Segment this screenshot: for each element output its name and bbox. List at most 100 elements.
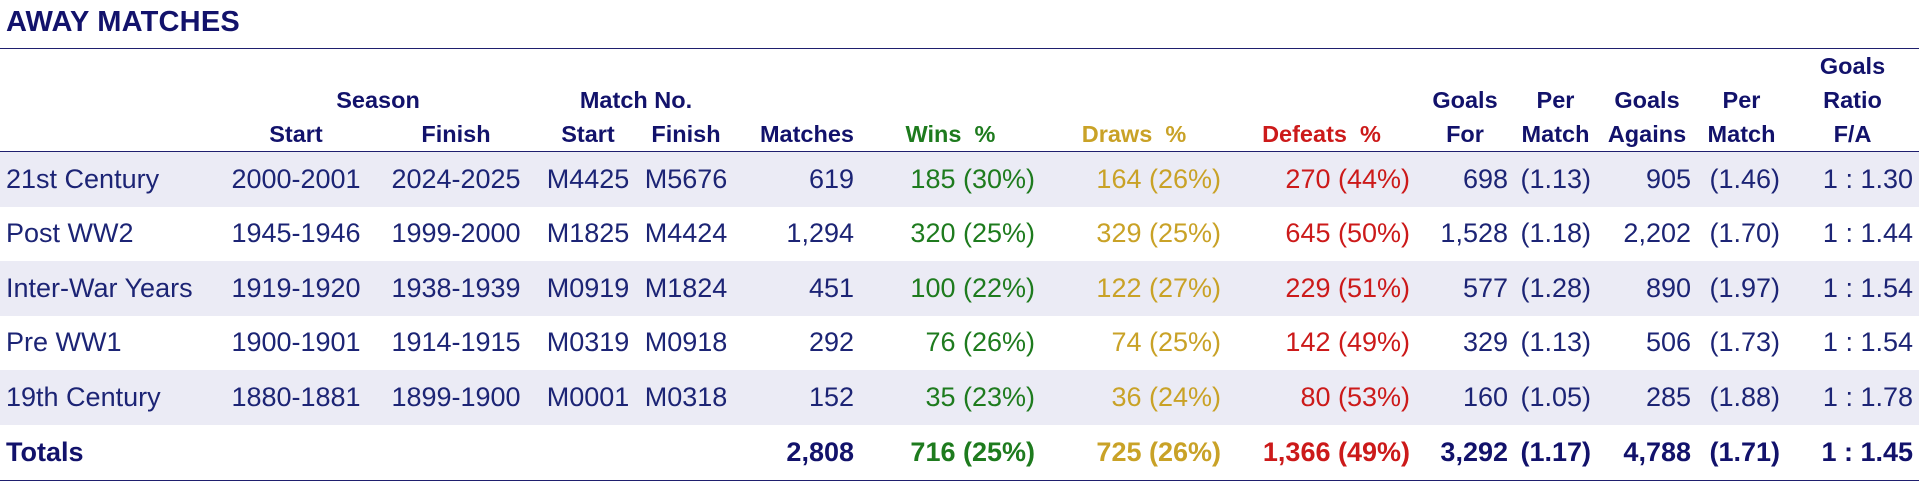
season-start-cell: 1880-1881 — [218, 370, 374, 425]
goals-against-header-line-1: Goals — [1614, 87, 1680, 113]
gf-per-match-header-line-2: Match — [1514, 117, 1597, 152]
ratio-cell: 1 : 1.54 — [1822, 327, 1913, 358]
header-row-2: Season Match No. Goals Per Goals Per Rat… — [0, 83, 1919, 117]
wins-cell: 76 (26%) — [925, 327, 1035, 358]
goals-against-cell: 890 — [1597, 261, 1697, 316]
ga-per-match-header-line-1: Per — [1722, 87, 1761, 113]
season-start-cell: 2000-2001 — [218, 151, 374, 207]
totals-ga-per-match-cell: (1.71) — [1697, 424, 1786, 481]
matches-cell: 451 — [734, 261, 860, 316]
era-cell: Inter-War Years — [0, 261, 218, 316]
draws-cell: 74 (25%) — [1111, 327, 1221, 358]
goals-against-cell: 506 — [1645, 327, 1691, 358]
ratio-cell: 1 : 1.54 — [1786, 261, 1919, 316]
goals-against-cell: 905 — [1597, 151, 1697, 207]
season-finish-header: Finish — [374, 117, 538, 152]
draws-cell: 122 (27%) — [1041, 261, 1227, 316]
totals-gf-per-match-cell: (1.17) — [1514, 424, 1597, 481]
wins-cell: 100 (22%) — [860, 261, 1041, 316]
season-start-cell: 1900-1901 — [231, 327, 361, 358]
gf-per-match-cell: (1.28) — [1514, 261, 1597, 316]
draws-cell: 36 (24%) — [1041, 370, 1227, 425]
totals-defeats-cell: 1,366 (49%) — [1227, 424, 1416, 481]
gf-per-match-header-line-1: Per — [1536, 87, 1575, 113]
match-start-header: Start — [538, 117, 638, 152]
ratio-header-line-3: F/A — [1786, 117, 1919, 152]
defeats-cell: 142 (49%) — [1285, 327, 1410, 358]
ga-per-match-cell: (1.97) — [1697, 261, 1786, 316]
draws-cell: 164 (26%) — [1041, 151, 1227, 207]
matches-cell: 619 — [734, 151, 860, 207]
defeats-cell: 80 (53%) — [1227, 370, 1416, 425]
table-row: 21st Century 2000-2001 2024-2025 M4425 M… — [0, 151, 1919, 207]
match-start-cell: M0319 — [546, 327, 630, 358]
gf-per-match-cell: (1.05) — [1514, 370, 1597, 425]
wins-cell: 35 (23%) — [860, 370, 1041, 425]
match-finish-cell: M4424 — [644, 218, 728, 249]
away-matches-table: Goals Season Match No. Goals Per Goals P… — [0, 49, 1919, 481]
gf-per-match-cell: (1.13) — [1520, 327, 1591, 358]
defeats-header: Defeats % — [1227, 117, 1416, 152]
header-row-1: Goals — [0, 49, 1919, 83]
season-group-header: Season — [336, 87, 420, 113]
season-start-cell: 1919-1920 — [218, 261, 374, 316]
goals-against-header-line-2: Agains — [1597, 117, 1697, 152]
season-start-cell: 1945-1946 — [231, 218, 361, 249]
match-no-group-header: Match No. — [579, 87, 693, 113]
era-cell: 19th Century — [0, 370, 218, 425]
totals-matches-cell: 2,808 — [734, 424, 860, 481]
table-row: 19th Century 1880-1881 1899-1900 M0001 M… — [0, 370, 1919, 425]
era-cell: Post WW2 — [6, 218, 134, 249]
defeats-cell: 270 (44%) — [1227, 151, 1416, 207]
table-row: Inter-War Years 1919-1920 1938-1939 M091… — [0, 261, 1919, 316]
match-finish-cell: M0318 — [638, 370, 734, 425]
ga-per-match-cell: (1.73) — [1709, 327, 1780, 358]
ratio-cell: 1 : 1.30 — [1786, 151, 1919, 207]
goals-for-cell: 160 — [1416, 370, 1514, 425]
season-finish-cell: 1914-1915 — [391, 327, 521, 358]
match-start-cell: M0001 — [538, 370, 638, 425]
match-finish-cell: M5676 — [638, 151, 734, 207]
season-finish-cell: 1999-2000 — [391, 218, 521, 249]
goals-for-cell: 329 — [1462, 327, 1508, 358]
match-start-cell: M4425 — [538, 151, 638, 207]
ga-per-match-header-line-2: Match — [1697, 117, 1786, 152]
draws-cell: 329 (25%) — [1096, 218, 1221, 249]
season-start-header: Start — [218, 117, 374, 152]
defeats-cell: 645 (50%) — [1285, 218, 1410, 249]
match-finish-cell: M1824 — [638, 261, 734, 316]
season-finish-cell: 1899-1900 — [374, 370, 538, 425]
ratio-cell: 1 : 1.78 — [1786, 370, 1919, 425]
totals-goals-against-cell: 4,788 — [1597, 424, 1697, 481]
ratio-header-line-1: Goals — [1819, 53, 1886, 79]
goals-for-cell: 698 — [1416, 151, 1514, 207]
matches-cell: 1,294 — [786, 218, 854, 249]
matches-cell: 292 — [808, 327, 854, 358]
season-finish-cell: 2024-2025 — [374, 151, 538, 207]
season-finish-cell: 1938-1939 — [374, 261, 538, 316]
goals-for-cell: 577 — [1416, 261, 1514, 316]
defeats-cell: 229 (51%) — [1227, 261, 1416, 316]
page-title: AWAY MATCHES — [6, 6, 240, 38]
totals-ratio-cell: 1 : 1.45 — [1786, 424, 1919, 481]
draws-header: Draws % — [1041, 117, 1227, 152]
era-cell: 21st Century — [0, 151, 218, 207]
era-cell: Pre WW1 — [6, 327, 122, 358]
goals-for-cell: 1,528 — [1440, 218, 1508, 249]
wins-cell: 320 (25%) — [910, 218, 1035, 249]
match-start-cell: M0919 — [538, 261, 638, 316]
gf-per-match-cell: (1.13) — [1514, 151, 1597, 207]
goals-for-header-line-1: Goals — [1432, 87, 1498, 113]
wins-header: Wins % — [860, 117, 1041, 152]
match-finish-header: Finish — [638, 117, 734, 152]
ga-per-match-cell: (1.70) — [1709, 218, 1780, 249]
totals-row: Totals 2,808 716 (25%) 725 (26%) 1,366 (… — [0, 424, 1919, 481]
totals-draws-cell: 725 (26%) — [1041, 424, 1227, 481]
ga-per-match-cell: (1.46) — [1697, 151, 1786, 207]
matches-cell: 152 — [734, 370, 860, 425]
match-finish-cell: M0918 — [644, 327, 728, 358]
ga-per-match-cell: (1.88) — [1697, 370, 1786, 425]
ratio-cell: 1 : 1.44 — [1822, 218, 1913, 249]
goals-against-cell: 2,202 — [1623, 218, 1691, 249]
header-row-3: Start Finish Start Finish Matches Wins %… — [0, 117, 1919, 152]
